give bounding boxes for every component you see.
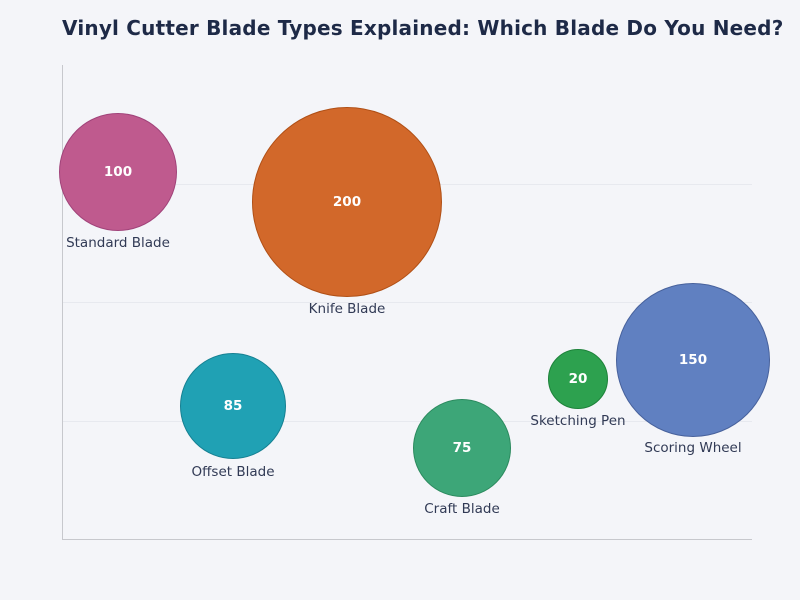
gridline — [63, 184, 752, 185]
plot-area — [62, 65, 752, 540]
gridline — [63, 302, 752, 303]
chart-title: Vinyl Cutter Blade Types Explained: Whic… — [62, 16, 784, 40]
gridline — [63, 421, 752, 422]
